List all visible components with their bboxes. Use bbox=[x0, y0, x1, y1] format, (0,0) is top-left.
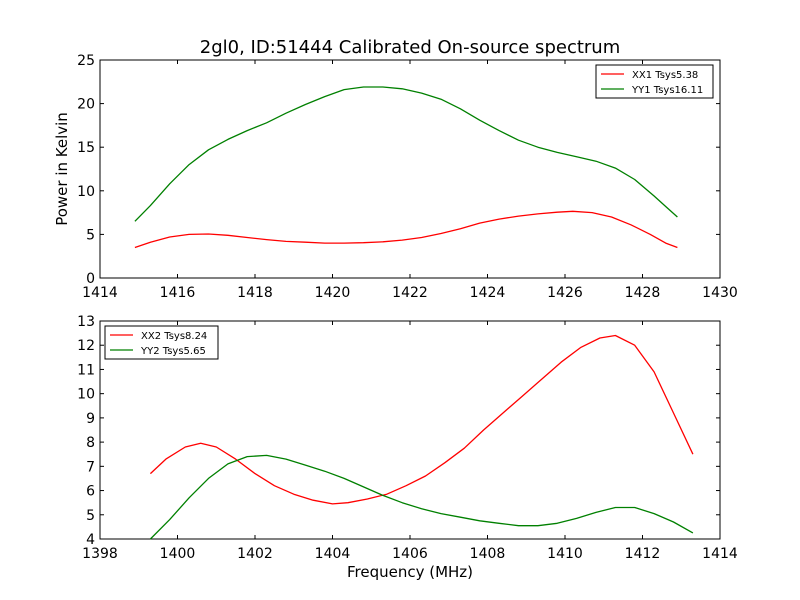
x-tick-label: 1400 bbox=[160, 546, 196, 562]
y-tick-label: 11 bbox=[77, 362, 95, 378]
legend-label: XX1 Tsys5.38 bbox=[632, 70, 698, 81]
x-tick-label: 1416 bbox=[160, 285, 196, 301]
series-line-yy2 bbox=[149, 454, 694, 540]
y-tick-label: 7 bbox=[86, 459, 95, 475]
y-tick-label: 13 bbox=[77, 314, 95, 330]
legend-label: YY2 Tsys5.65 bbox=[140, 346, 206, 357]
y-tick-label: 15 bbox=[77, 140, 95, 156]
y-tick-label: 8 bbox=[86, 435, 95, 451]
x-tick-label: 1406 bbox=[392, 546, 428, 562]
legend-label: XX2 Tsys8.24 bbox=[141, 331, 207, 342]
series-line-xx1 bbox=[134, 210, 678, 249]
x-tick-label: 1420 bbox=[315, 285, 351, 301]
bottom-x-axis-label: Frequency (MHz) bbox=[347, 563, 473, 581]
x-tick-label: 1418 bbox=[237, 285, 273, 301]
y-tick-label: 5 bbox=[86, 227, 95, 243]
y-tick-label: 9 bbox=[86, 411, 95, 427]
legend-box bbox=[104, 325, 219, 360]
y-tick-label: 5 bbox=[86, 508, 95, 524]
x-tick-label: 1404 bbox=[315, 546, 351, 562]
x-tick-label: 1408 bbox=[470, 546, 506, 562]
y-tick-label: 10 bbox=[77, 387, 95, 403]
x-tick-label: 1414 bbox=[702, 546, 738, 562]
top-spectrum-panel: 1414 1416 1418 1420 1422 1424 1426 1428 1430 0 5 10… bbox=[77, 53, 738, 301]
legend-label: YY1 Tsys16.11 bbox=[631, 85, 703, 96]
x-tick-label: 1422 bbox=[392, 285, 428, 301]
y-tick-label: 20 bbox=[77, 97, 95, 113]
y-tick-label: 12 bbox=[77, 338, 95, 354]
y-tick-label: 0 bbox=[86, 271, 95, 287]
x-tick-label: 1430 bbox=[702, 285, 738, 301]
x-tick-label: 1426 bbox=[547, 285, 583, 301]
legend-box bbox=[595, 64, 714, 99]
series-line-yy1 bbox=[134, 86, 678, 222]
x-tick-label: 1398 bbox=[82, 546, 118, 562]
x-tick-label: 1402 bbox=[237, 546, 273, 562]
x-tick-label: 1412 bbox=[625, 546, 661, 562]
y-tick-label: 10 bbox=[77, 184, 95, 200]
x-tick-label: 1424 bbox=[470, 285, 506, 301]
x-tick-label: 1410 bbox=[547, 546, 583, 562]
x-tick-label: 1414 bbox=[82, 285, 118, 301]
top-y-axis-label: Power in Kelvin bbox=[53, 112, 71, 226]
x-tick-label: 1428 bbox=[625, 285, 661, 301]
legend: XX1 Tsys5.38 YY1 Tsys16.11 bbox=[595, 64, 714, 99]
figure-title: 2gl0, ID:51444 Calibrated On-source spec… bbox=[200, 37, 620, 58]
y-tick-label: 6 bbox=[86, 484, 95, 500]
bottom-spectrum-panel: 1398 1400 1402 1404 1406 1408 1410 1412 14144567… bbox=[77, 314, 738, 562]
y-tick-label: 4 bbox=[86, 532, 95, 548]
series-line-xx2 bbox=[149, 334, 694, 505]
y-tick-label: 25 bbox=[77, 53, 95, 69]
legend: XX2 Tsys8.24 YY2 Tsys5.65 bbox=[104, 325, 219, 360]
